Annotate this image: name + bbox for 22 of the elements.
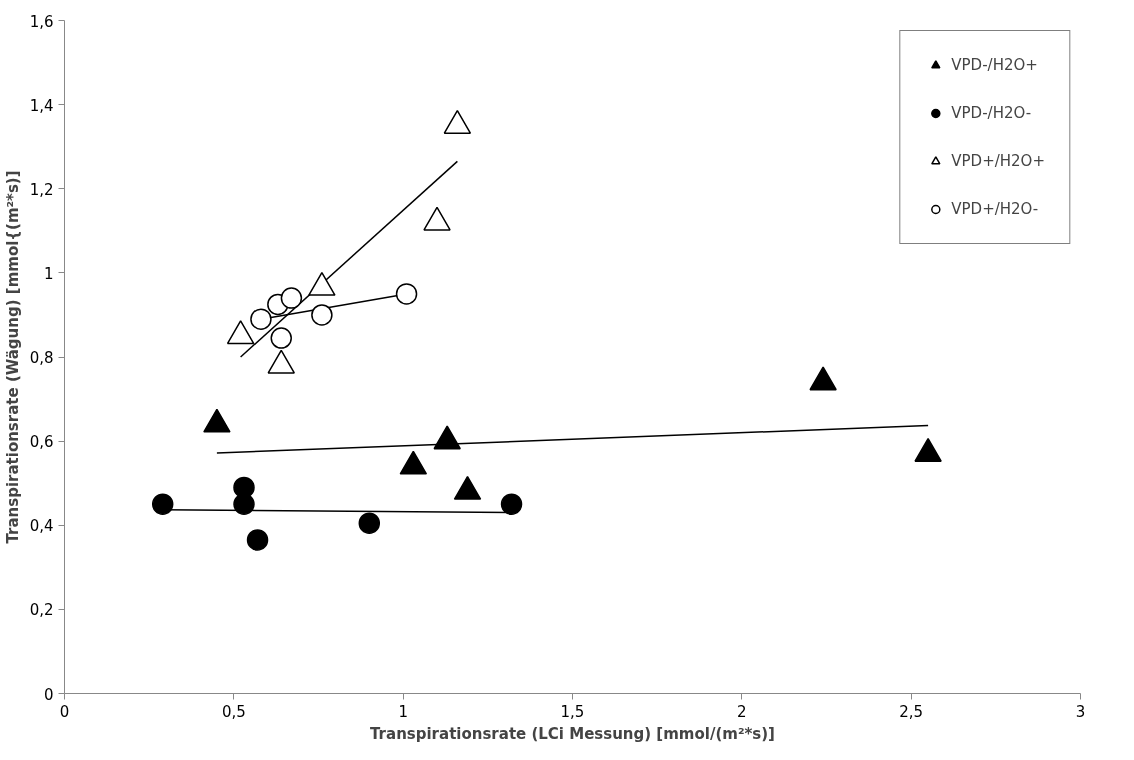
y-tick-label: 0 <box>43 685 54 704</box>
y-axis-title: Transpirationsrate (Wägung) [mmol{(m²*s)] <box>3 170 22 544</box>
y-tick-label: 1,6 <box>29 12 54 31</box>
legend-label: VPD-/H2O+ <box>951 56 1038 74</box>
y-tick-label: 0,8 <box>29 349 54 367</box>
y-tick-label: 0,2 <box>29 601 54 620</box>
x-tick-label: 3 <box>1075 702 1086 721</box>
x-tick-label: 0,5 <box>221 702 246 721</box>
x-tick-label: 0 <box>59 702 70 721</box>
y-tick-label: 0,6 <box>29 433 54 452</box>
x-tick-label: 2 <box>737 702 747 721</box>
x-tick-label: 2,5 <box>899 702 924 721</box>
y-tick-label: 1 <box>43 264 54 283</box>
legend-label: VPD+/H2O- <box>951 200 1039 218</box>
y-tick-label: 1,2 <box>29 180 54 199</box>
x-axis-title: Transpirationsrate (LCi Messung) [mmol/(m²*s)] <box>370 724 775 743</box>
x-tick-label: 1 <box>398 702 408 721</box>
legend-label: VPD-/H2O- <box>951 104 1032 122</box>
legend-label: VPD+/H2O+ <box>951 152 1045 170</box>
y-tick-label: 1,4 <box>29 96 54 115</box>
x-tick-label: 1,5 <box>560 702 585 721</box>
y-tick-label: 0,4 <box>29 517 54 536</box>
